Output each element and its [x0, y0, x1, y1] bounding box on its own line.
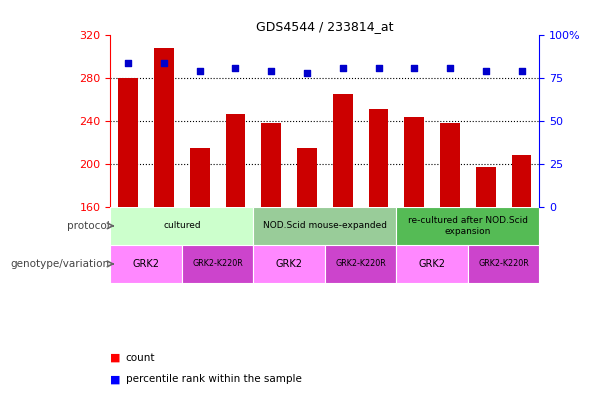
Bar: [261, 123, 281, 207]
Point: [195, 68, 205, 75]
Bar: [512, 155, 531, 207]
Bar: [405, 117, 424, 207]
Text: ■: ■: [110, 353, 121, 363]
Bar: [333, 94, 352, 207]
Bar: [397, 245, 468, 283]
Text: GRK2-K220R: GRK2-K220R: [192, 259, 243, 268]
Bar: [118, 78, 138, 207]
Text: GRK2-K220R: GRK2-K220R: [335, 259, 386, 268]
Point: [266, 68, 276, 75]
Bar: [325, 245, 397, 283]
Text: GRK2-K220R: GRK2-K220R: [478, 259, 529, 268]
Bar: [110, 245, 182, 283]
Point: [302, 70, 312, 76]
Point: [517, 68, 527, 75]
Text: cultured: cultured: [163, 221, 200, 230]
Text: percentile rank within the sample: percentile rank within the sample: [126, 374, 302, 384]
Point: [338, 65, 348, 71]
Text: NOD.Scid mouse-expanded: NOD.Scid mouse-expanded: [263, 221, 387, 230]
Bar: [226, 114, 245, 207]
Bar: [154, 48, 174, 207]
Point: [373, 65, 384, 71]
Bar: [397, 207, 539, 245]
Text: protocol: protocol: [67, 221, 110, 231]
Text: GRK2: GRK2: [419, 259, 446, 269]
Text: genotype/variation: genotype/variation: [10, 259, 110, 269]
Point: [123, 60, 133, 66]
Text: ■: ■: [110, 374, 121, 384]
Text: re-cultured after NOD.Scid
expansion: re-cultured after NOD.Scid expansion: [408, 216, 528, 235]
Text: GRK2: GRK2: [276, 259, 303, 269]
Text: count: count: [126, 353, 155, 363]
Point: [409, 65, 419, 71]
Point: [445, 65, 455, 71]
Bar: [190, 148, 210, 207]
Title: GDS4544 / 233814_at: GDS4544 / 233814_at: [256, 20, 394, 33]
Bar: [440, 123, 460, 207]
Bar: [253, 207, 397, 245]
Bar: [468, 245, 539, 283]
Point: [230, 65, 240, 71]
Bar: [368, 109, 389, 207]
Bar: [297, 148, 317, 207]
Bar: [476, 167, 496, 207]
Bar: [253, 245, 325, 283]
Bar: [110, 207, 253, 245]
Point: [481, 68, 490, 75]
Point: [159, 60, 169, 66]
Bar: [182, 245, 253, 283]
Text: GRK2: GRK2: [132, 259, 159, 269]
